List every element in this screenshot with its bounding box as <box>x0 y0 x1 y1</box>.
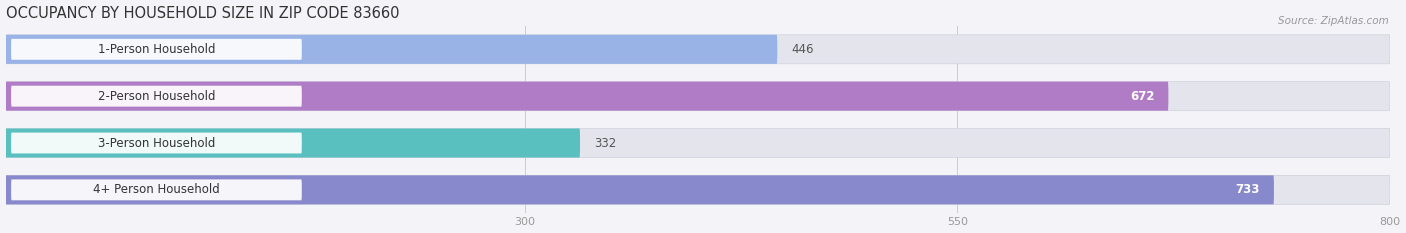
FancyBboxPatch shape <box>6 128 1391 158</box>
FancyBboxPatch shape <box>11 39 302 60</box>
Text: Source: ZipAtlas.com: Source: ZipAtlas.com <box>1278 16 1389 26</box>
Text: 672: 672 <box>1130 90 1154 103</box>
FancyBboxPatch shape <box>11 133 302 154</box>
FancyBboxPatch shape <box>6 175 1391 204</box>
FancyBboxPatch shape <box>6 82 1391 111</box>
Text: 1-Person Household: 1-Person Household <box>97 43 215 56</box>
FancyBboxPatch shape <box>6 175 1274 204</box>
Text: 733: 733 <box>1236 183 1260 196</box>
Text: 332: 332 <box>593 137 616 150</box>
Text: 3-Person Household: 3-Person Household <box>98 137 215 150</box>
FancyBboxPatch shape <box>6 82 1168 111</box>
FancyBboxPatch shape <box>6 128 581 158</box>
Text: 4+ Person Household: 4+ Person Household <box>93 183 219 196</box>
Text: OCCUPANCY BY HOUSEHOLD SIZE IN ZIP CODE 83660: OCCUPANCY BY HOUSEHOLD SIZE IN ZIP CODE … <box>6 6 399 21</box>
FancyBboxPatch shape <box>11 86 302 107</box>
FancyBboxPatch shape <box>11 179 302 200</box>
Text: 2-Person Household: 2-Person Household <box>97 90 215 103</box>
FancyBboxPatch shape <box>6 35 778 64</box>
Text: 446: 446 <box>792 43 814 56</box>
FancyBboxPatch shape <box>6 35 1391 64</box>
